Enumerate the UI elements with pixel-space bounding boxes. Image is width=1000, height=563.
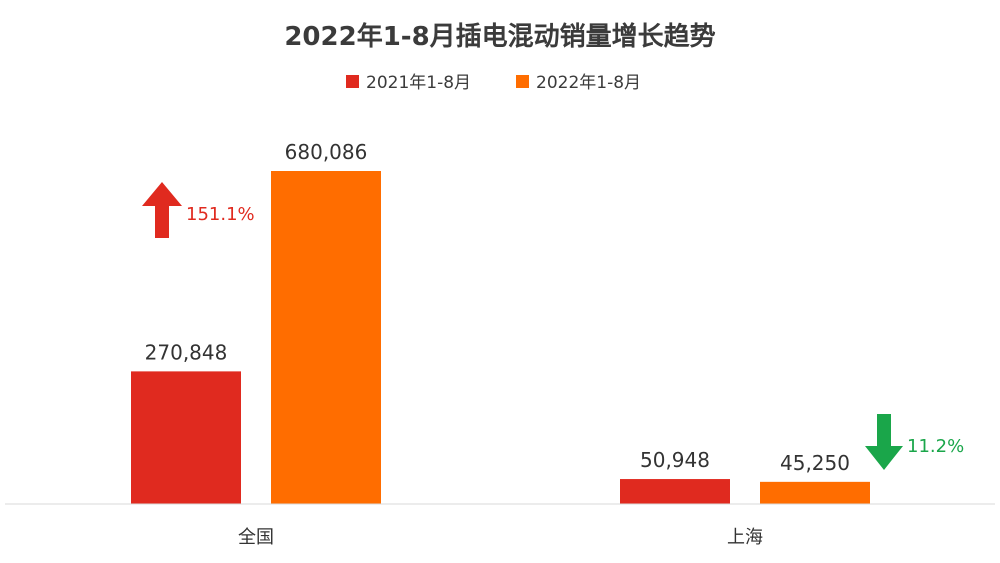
change-annotation-national: 151.1%: [142, 182, 255, 238]
legend-swatch-2021: [346, 75, 359, 88]
legend-label-2021: 2021年1-8月: [366, 73, 471, 93]
legend: 2021年1-8月 2022年1-8月: [346, 73, 641, 93]
down-arrow-icon: [865, 414, 903, 470]
bar-series0-cat0: [131, 371, 241, 504]
chart-title: 2022年1-8月插电混动销量增长趋势: [284, 21, 715, 52]
change-label-shanghai: 11.2%: [907, 436, 964, 457]
bar-series0-cat1: [620, 479, 730, 504]
data-label-series0-cat0: 270,848: [145, 340, 228, 364]
bar-series1-cat0: [271, 171, 381, 504]
data-label-series1-cat0: 680,086: [285, 140, 368, 164]
category-label-shanghai: 上海: [727, 527, 763, 548]
bar-series1-cat1: [760, 481, 870, 504]
data-label-series1-cat1: 45,250: [780, 451, 850, 475]
legend-label-2022: 2022年1-8月: [536, 73, 641, 93]
data-label-series0-cat1: 50,948: [640, 448, 710, 472]
up-arrow-icon: [142, 182, 182, 238]
change-label-national: 151.1%: [186, 204, 255, 225]
category-label-national: 全国: [238, 527, 274, 548]
bars-layer: 270,848 680,086 50,948 45,250: [131, 140, 870, 504]
change-annotation-shanghai: 11.2%: [865, 414, 964, 470]
legend-swatch-2022: [516, 75, 529, 88]
